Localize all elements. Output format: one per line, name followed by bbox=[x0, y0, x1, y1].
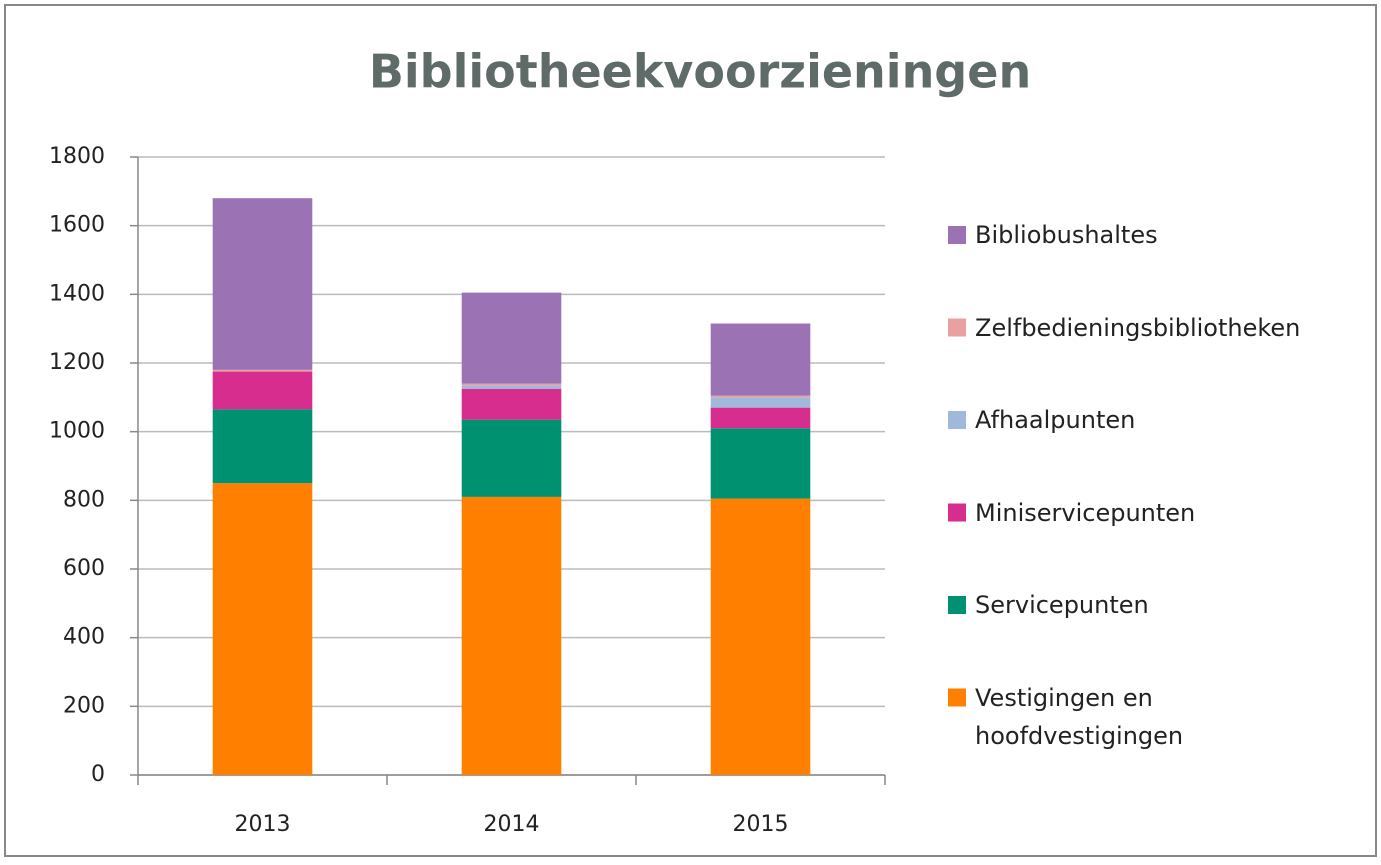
legend-label: Zelfbedieningsbibliotheken bbox=[975, 313, 1301, 342]
bar-segment bbox=[461, 496, 562, 775]
legend-swatch bbox=[948, 503, 966, 522]
y-tick-label: 0 bbox=[91, 762, 105, 787]
legend-swatch bbox=[948, 596, 966, 614]
bar-segment bbox=[710, 407, 811, 429]
y-tick-label: 800 bbox=[63, 487, 105, 512]
bar-segment bbox=[212, 371, 313, 410]
y-tick-label: 1600 bbox=[49, 213, 105, 238]
y-tick-label: 400 bbox=[63, 625, 105, 650]
bar-segment bbox=[212, 409, 313, 484]
bar-segment bbox=[710, 498, 811, 775]
legend-swatch bbox=[948, 318, 966, 337]
legend-label: Bibliobushaltes bbox=[975, 221, 1158, 249]
bar-segment bbox=[710, 428, 811, 499]
y-tick-label: 1400 bbox=[49, 281, 105, 306]
legend-label: Afhaalpunten bbox=[975, 406, 1136, 434]
legend-swatch bbox=[948, 411, 966, 429]
bar-segment bbox=[461, 419, 562, 497]
bar-segment bbox=[461, 385, 562, 389]
x-tick-label: 2014 bbox=[484, 812, 540, 837]
y-tick-label: 600 bbox=[63, 556, 105, 581]
y-tick-label: 1200 bbox=[49, 350, 105, 375]
bar-segment bbox=[212, 198, 313, 370]
legend-swatch bbox=[948, 226, 966, 244]
bar-segment bbox=[710, 397, 811, 408]
bar-segment bbox=[710, 323, 811, 396]
legend-item: Servicepunten bbox=[975, 591, 1149, 619]
x-tick-label: 2013 bbox=[235, 812, 291, 837]
legend-item: Afhaalpunten bbox=[975, 406, 1136, 434]
bar-segment bbox=[212, 483, 313, 775]
bar-segment bbox=[212, 369, 313, 372]
legend-item: Zelfbedieningsbibliotheken bbox=[975, 313, 1301, 342]
legend-item: Bibliobushaltes bbox=[975, 221, 1158, 249]
y-tick-label: 1800 bbox=[49, 144, 105, 169]
bar-segment bbox=[461, 292, 562, 384]
y-tick-label: 1000 bbox=[49, 419, 105, 444]
bar-segment bbox=[461, 388, 562, 420]
y-tick-label: 200 bbox=[63, 693, 105, 718]
legend-label: Vestigingen en hoofdvestigingen bbox=[975, 683, 1184, 750]
legend-swatch bbox=[948, 688, 966, 707]
legend-item: Miniservicepunten bbox=[975, 498, 1196, 527]
chart-title: Bibliotheekvoorzieningen bbox=[369, 45, 1031, 99]
bar-segment bbox=[461, 383, 562, 386]
x-tick-label: 2015 bbox=[733, 812, 789, 837]
bar-segment bbox=[710, 395, 811, 398]
legend-item: Vestigingen en hoofdvestigingen bbox=[975, 683, 1184, 750]
legend-label: Servicepunten bbox=[975, 591, 1149, 619]
legend-label: Miniservicepunten bbox=[975, 498, 1196, 527]
